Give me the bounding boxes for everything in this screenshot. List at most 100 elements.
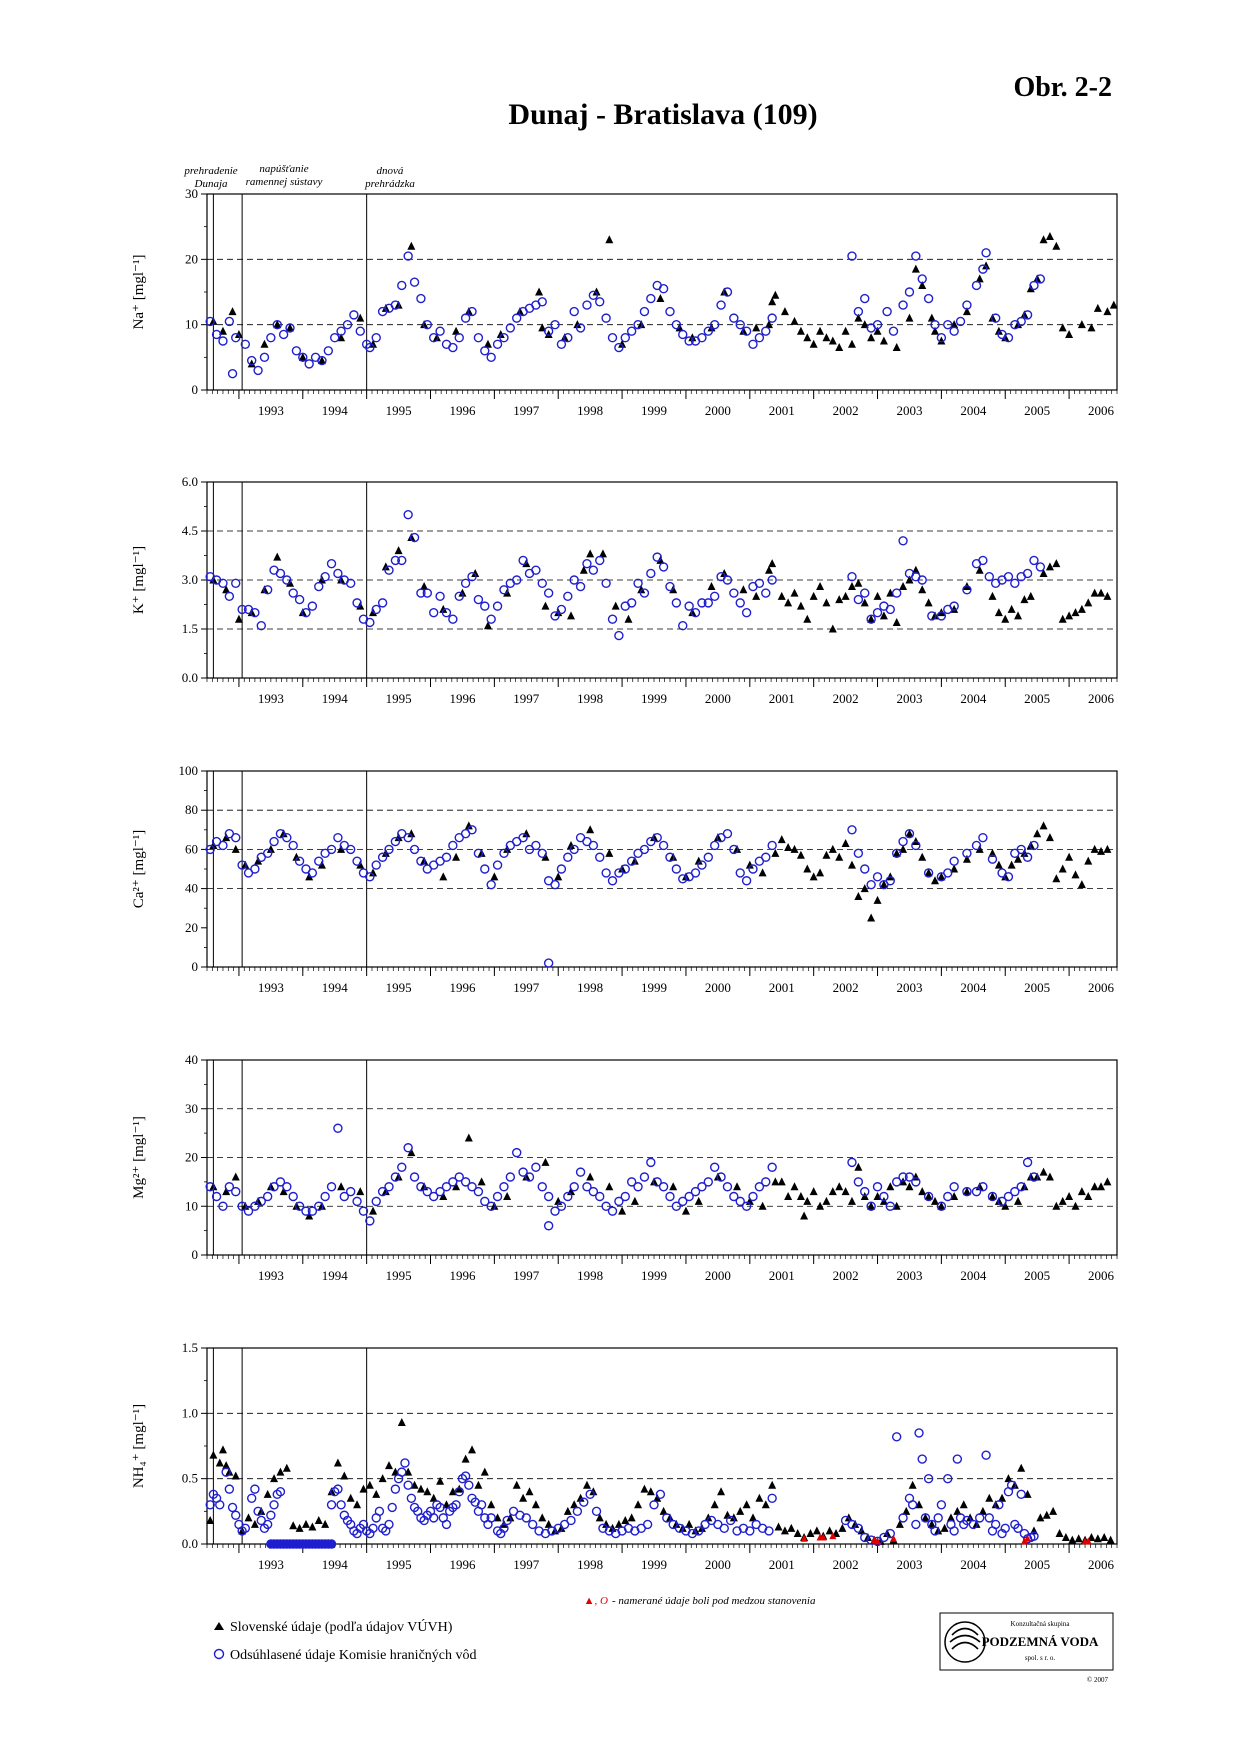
figure-number: Obr. 2-2 (1013, 72, 1112, 103)
data-point-circle (658, 840, 669, 851)
data-point-circle (253, 365, 263, 376)
data-point-triangle (464, 1133, 473, 1142)
data-point-circle (1010, 1186, 1020, 1197)
x-tick-label: 2001 (769, 1557, 795, 1572)
data-point-circle (524, 1172, 535, 1182)
data-point-circle (218, 336, 228, 346)
data-point-circle (371, 333, 381, 343)
data-point-triangle (439, 604, 448, 613)
x-tick-label: 2004 (960, 1557, 987, 1572)
data-point-triangle (273, 320, 282, 329)
data-point-circle (882, 306, 892, 317)
data-point-triangle (416, 1484, 425, 1493)
data-point-triangle (359, 1484, 368, 1493)
data-point-triangle (921, 1513, 930, 1522)
data-point-circle (416, 588, 426, 598)
data-point-circle (671, 598, 682, 608)
data-point-circle (480, 864, 490, 874)
data-point-triangle (924, 598, 933, 607)
data-point-triangle (784, 842, 793, 851)
data-point-circle (709, 1162, 720, 1172)
data-point-circle (607, 614, 618, 624)
data-point-triangle (790, 316, 799, 325)
data-point-circle (429, 607, 439, 618)
data-point-circle (607, 333, 618, 343)
data-point-triangle (998, 1493, 1007, 1502)
data-point-circle (690, 607, 701, 618)
y-tick-label: 10 (185, 1198, 198, 1213)
data-point-circle (205, 1182, 215, 1192)
data-point-circle (390, 1484, 401, 1494)
data-point-triangle (764, 320, 773, 329)
data-point-triangle (937, 1201, 946, 1210)
event-label: ramennej sústavy (246, 176, 323, 188)
data-point-circle (550, 611, 560, 621)
data-point-triangle (854, 1162, 863, 1171)
data-point-triangle (694, 1196, 703, 1205)
data-point-circle (569, 575, 579, 585)
data-point-triangle (266, 844, 275, 853)
data-point-circle (269, 1500, 279, 1510)
data-point-circle (891, 1432, 902, 1442)
x-tick-label: 1997 (513, 691, 540, 706)
data-point-circle (764, 1526, 774, 1536)
data-point-circle (314, 1201, 324, 1211)
data-point-triangle (407, 829, 416, 838)
data-point-triangle (586, 549, 595, 558)
data-point-triangle (560, 333, 569, 342)
data-point-triangle (592, 287, 601, 296)
data-point-triangle (314, 1515, 323, 1524)
data-point-triangle (1014, 854, 1023, 863)
data-point-triangle (905, 829, 914, 838)
x-tick-label: 1997 (513, 1557, 540, 1572)
data-point-triangle (918, 585, 927, 594)
data-point-circle (943, 319, 953, 330)
data-point-circle (512, 1147, 522, 1158)
data-point-circle (262, 585, 273, 595)
data-point-circle (754, 333, 765, 343)
data-point-triangle (1007, 860, 1016, 869)
data-point-triangle (1033, 274, 1042, 283)
data-point-circle (920, 1513, 931, 1523)
data-point-circle (256, 1196, 266, 1207)
data-point-triangle (1017, 1463, 1026, 1472)
data-point-circle (866, 1201, 876, 1211)
data-point-circle (898, 1513, 908, 1523)
data-point-triangle (471, 568, 480, 577)
data-point-circle (231, 578, 241, 588)
data-point-triangle (452, 852, 461, 861)
data-point-circle (885, 1528, 895, 1539)
data-point-triangle (1084, 598, 1093, 607)
data-point-triangle (733, 844, 742, 853)
data-point-triangle (905, 1182, 914, 1191)
data-point-circle (397, 555, 407, 566)
data-point-triangle (573, 320, 582, 329)
data-point-circle (441, 1519, 452, 1530)
data-point-circle (531, 1162, 541, 1172)
data-point-circle (767, 840, 777, 851)
data-point-circle (480, 346, 490, 356)
data-point-circle (259, 352, 270, 363)
x-tick-label: 1998 (577, 691, 603, 706)
data-point-triangle (247, 359, 256, 368)
data-point-circle (224, 1484, 235, 1494)
data-point-triangle (803, 614, 812, 623)
data-point-circle (585, 1489, 595, 1500)
data-point-triangle (867, 913, 876, 922)
data-point-circle (891, 848, 902, 859)
x-tick-label: 1996 (449, 1557, 476, 1572)
data-point-circle (218, 840, 228, 851)
data-point-circle (294, 594, 305, 605)
data-point-triangle (1004, 1474, 1013, 1483)
data-point-circle (435, 1186, 445, 1197)
data-point-circle (298, 352, 308, 363)
data-point-triangle (308, 1522, 317, 1531)
data-point-triangle (234, 329, 243, 338)
data-point-circle (655, 1489, 666, 1500)
data-point-triangle (796, 1192, 805, 1200)
y-tick-label: 20 (185, 251, 198, 266)
data-point-triangle (321, 1519, 330, 1528)
data-point-triangle (828, 624, 837, 633)
data-point-circle (923, 293, 934, 304)
